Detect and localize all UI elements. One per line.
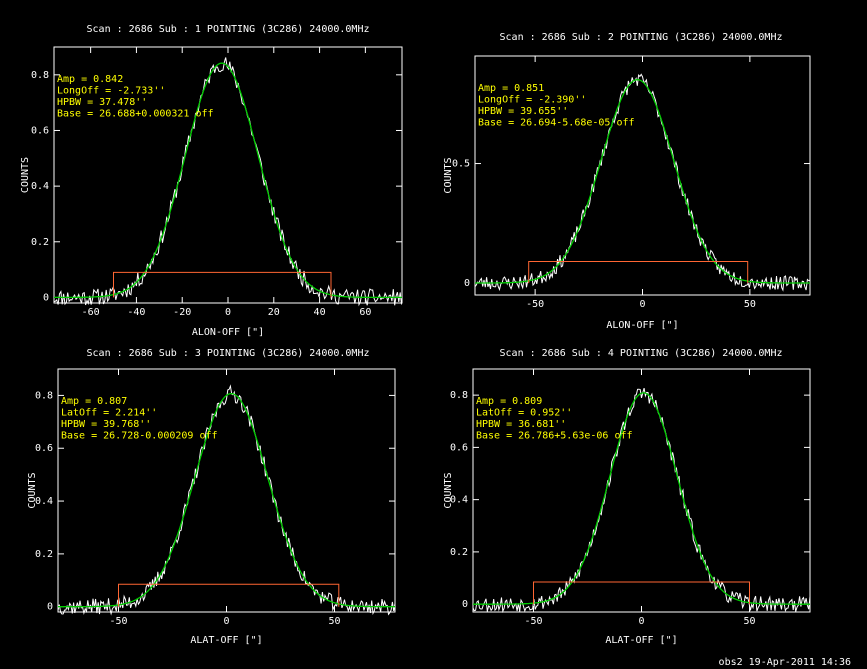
chart-title: Scan : 2686 Sub : 1 POINTING (3C286) 240… — [87, 24, 370, 35]
y-tick-label: 0.6 — [35, 443, 53, 454]
x-tick-label: -50 — [524, 616, 542, 627]
baseline-window — [528, 261, 749, 284]
chart-title: Scan : 2686 Sub : 4 POINTING (3C286) 240… — [500, 348, 783, 359]
y-tick-label: 0.8 — [35, 390, 53, 401]
fit-annotation: Base = 26.786+5.63e-06 off — [476, 431, 633, 442]
x-tick-label: -20 — [173, 307, 191, 318]
y-tick-label: 0.8 — [31, 70, 49, 81]
fit-annotation: Base = 26.694-5.68e-05 off — [478, 118, 635, 129]
fit-annotation: LatOff = 2.214'' — [61, 408, 157, 419]
x-tick-label: -50 — [109, 616, 127, 627]
y-tick-label: 0 — [464, 278, 470, 289]
chart-title: Scan : 2686 Sub : 3 POINTING (3C286) 240… — [87, 348, 370, 359]
x-tick-label: 50 — [743, 616, 755, 627]
measured-data-line — [474, 73, 811, 292]
fit-annotation: LongOff = -2.733'' — [57, 86, 165, 97]
fit-annotation: Amp = 0.842 — [57, 74, 123, 85]
x-axis-label: ALAT-OFF ["] — [605, 635, 677, 646]
baseline-window — [533, 581, 750, 605]
fit-annotation: HPBW = 39.768'' — [61, 419, 151, 430]
fit-annotation: LatOff = 0.952'' — [476, 408, 572, 419]
pointing-chart-sub-2: -50 0 50 0 0.5 Scan : 2686 Sub : 2 POINTING (… — [443, 32, 811, 331]
y-tick-label: 0.2 — [450, 547, 468, 558]
x-axis-label: ALON-OFF ["] — [192, 327, 264, 338]
y-tick-label: 0.2 — [35, 549, 53, 560]
gaussian-fit-line — [475, 79, 810, 284]
pointing-chart-sub-3: -50 0 50 0 0.2 0.4 0.6 0.8 Scan : 2686 Sub : 3 P… — [27, 348, 396, 646]
y-tick-label: 0 — [47, 602, 53, 613]
pointing-chart-sub-4: -50 0 50 0 0.2 0.4 0.6 0.8 Scan : 2686 Sub : 4 P… — [443, 348, 811, 646]
y-tick-label: 0.8 — [450, 390, 468, 401]
x-axis-label: ALAT-OFF ["] — [190, 635, 262, 646]
x-tick-label: 0 — [223, 616, 229, 627]
measured-data-line — [472, 387, 811, 614]
baseline-window — [118, 583, 340, 607]
x-tick-label: 0 — [639, 299, 645, 310]
x-tick-label: -60 — [82, 307, 100, 318]
x-tick-label: 50 — [744, 299, 756, 310]
fit-annotation: HPBW = 37.478'' — [57, 97, 147, 108]
gaussian-fit-line — [473, 392, 810, 605]
x-tick-label: -50 — [526, 299, 544, 310]
y-tick-label: 0.2 — [31, 237, 49, 248]
pointing-chart-sub-1: -60 -40 -20 0 20 40 60 0 0.2 0.4 0.6 0.8 Scan : 2686… — [20, 24, 403, 338]
y-axis-label: COUNTS — [443, 472, 454, 508]
y-tick-label: 0.4 — [35, 496, 53, 507]
fit-annotation: Base = 26.728-0.000209 off — [61, 431, 218, 442]
x-tick-label: 40 — [314, 307, 326, 318]
chart-title: Scan : 2686 Sub : 2 POINTING (3C286) 240… — [500, 32, 783, 43]
y-tick-label: 0.6 — [31, 125, 49, 136]
y-tick-label: 0.6 — [450, 442, 468, 453]
gaussian-fit-line — [54, 62, 402, 299]
x-tick-label: 0 — [225, 307, 231, 318]
x-axis-label: ALON-OFF ["] — [606, 320, 678, 331]
measured-data-line — [53, 57, 402, 307]
baseline-window — [113, 271, 332, 298]
y-tick-label: 0.5 — [452, 159, 470, 170]
footer-timestamp: obs2 19-Apr-2011 14:36 — [718, 657, 851, 668]
y-axis-label: COUNTS — [20, 157, 31, 193]
y-tick-label: 0.4 — [450, 495, 468, 506]
y-tick-label: 0.4 — [31, 181, 49, 192]
fit-annotation: Amp = 0.807 — [61, 396, 127, 407]
fit-annotation: Amp = 0.851 — [478, 83, 544, 94]
x-tick-label: 50 — [328, 616, 340, 627]
y-axis-label: COUNTS — [443, 157, 454, 193]
fit-annotation: HPBW = 39.655'' — [478, 106, 568, 117]
x-tick-label: 20 — [268, 307, 280, 318]
y-tick-label: 0 — [462, 599, 468, 610]
fit-annotation: Amp = 0.809 — [476, 396, 542, 407]
fit-annotation: HPBW = 36.681'' — [476, 419, 566, 430]
fit-annotation: Base = 26.688+0.000321 off — [57, 109, 214, 120]
x-tick-label: 60 — [359, 307, 371, 318]
fit-annotation: LongOff = -2.390'' — [478, 95, 586, 106]
y-tick-label: 0 — [43, 292, 49, 303]
y-axis-label: COUNTS — [27, 472, 38, 508]
x-tick-label: 0 — [638, 616, 644, 627]
x-tick-label: -40 — [127, 307, 145, 318]
